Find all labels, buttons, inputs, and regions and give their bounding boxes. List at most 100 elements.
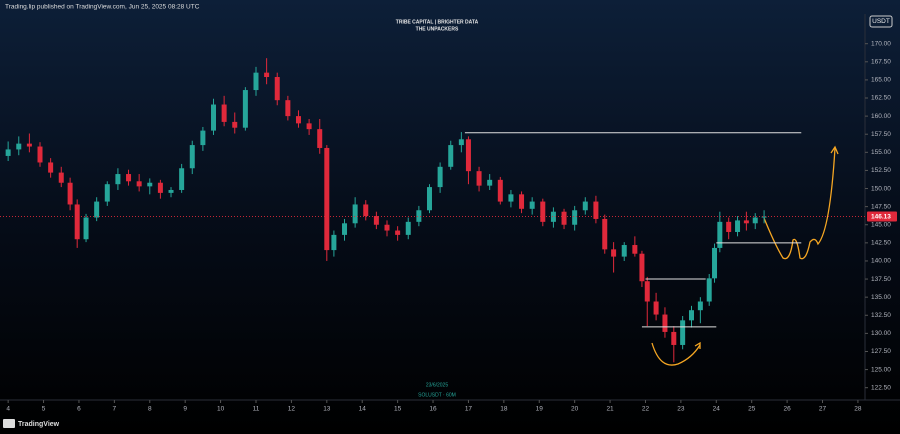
candle-body (274, 77, 280, 101)
x-tick-label: 5 (42, 406, 46, 413)
x-tick-label: 22 (642, 406, 650, 413)
candle-body (644, 281, 650, 302)
candle-body (253, 72, 259, 91)
candle-body (16, 143, 22, 150)
candle-body (48, 162, 54, 173)
chart-title: TRIBE CAPITAL | BRIGHTER DATA (396, 19, 479, 25)
x-tick-label: 20 (571, 406, 579, 413)
candle-body (211, 104, 217, 131)
x-tick-label: 17 (465, 406, 473, 413)
candle-body (37, 146, 43, 163)
y-tick-label: 170.00 (871, 40, 891, 47)
candle-body (363, 204, 369, 217)
candle-body (104, 184, 110, 202)
candle-body (317, 129, 323, 148)
last-price-box (867, 211, 897, 222)
candle-body (179, 168, 185, 190)
candle-body (476, 171, 482, 186)
arrow-curve (651, 342, 701, 366)
x-tick-label: 18 (500, 406, 508, 413)
candle-body (519, 194, 525, 209)
candle-body (264, 72, 270, 78)
x-tick-label: 14 (359, 406, 367, 413)
y-tick-label: 152.50 (871, 167, 891, 174)
x-tick-label: 28 (854, 406, 862, 413)
watermark: 23/6/2025 (426, 382, 448, 388)
x-tick-label: 11 (253, 406, 260, 413)
x-tick-label: 23 (677, 406, 685, 413)
last-price-label: 146.13 (871, 213, 891, 220)
candle-body (487, 179, 493, 186)
candle-body (324, 147, 330, 251)
arrow-head (694, 341, 701, 349)
candle-body (285, 100, 291, 117)
candle-body (437, 166, 443, 188)
candle-body (295, 116, 301, 124)
candle-body (5, 149, 11, 156)
candle-body (572, 210, 578, 225)
y-tick-label: 125.00 (871, 366, 891, 373)
candle-body (671, 331, 677, 345)
candle-body (582, 201, 588, 211)
y-tick-label: 132.50 (871, 312, 891, 319)
candle-body (662, 314, 668, 332)
candle-body (550, 211, 556, 222)
candle-body (352, 204, 358, 224)
candle-body (26, 143, 32, 147)
candle-body (712, 247, 718, 279)
x-tick-label: 8 (148, 406, 152, 413)
candle-body (405, 221, 411, 235)
y-tick-label: 130.00 (871, 330, 891, 337)
candle-body (58, 172, 64, 183)
candle-body (200, 130, 206, 146)
x-tick-label: 10 (217, 406, 225, 413)
brand: TradingView (18, 421, 60, 428)
candle-body (593, 201, 599, 219)
x-tick-label: 7 (113, 406, 117, 413)
candle-body (242, 90, 248, 128)
candle-body (395, 230, 401, 235)
y-tick-label: 162.50 (871, 95, 891, 102)
y-tick-label: 165.00 (871, 77, 891, 84)
x-tick-label: 4 (6, 406, 10, 413)
candle-body (611, 249, 617, 257)
y-tick-label: 145.00 (871, 221, 891, 228)
y-tick-label: 142.50 (871, 240, 891, 247)
candle-body (331, 234, 337, 251)
watermark: SOLUSDT · 60M (418, 392, 456, 398)
projection-arrow (763, 147, 836, 260)
candle-body (373, 216, 379, 225)
x-tick-label: 19 (536, 406, 544, 413)
candle-body (761, 216, 767, 218)
y-tick-label: 140.00 (871, 258, 891, 265)
y-tick-label: 160.00 (871, 113, 891, 120)
candle-body (706, 278, 712, 302)
candle-body (458, 139, 464, 146)
x-tick-label: 13 (323, 406, 331, 413)
candle-body (752, 217, 758, 224)
x-tick-label: 16 (429, 406, 437, 413)
candle-body (416, 210, 422, 222)
candle-body (168, 189, 174, 193)
candle-body (157, 182, 163, 193)
currency-box (869, 15, 893, 28)
candle-body (342, 223, 348, 235)
y-tick-label: 147.50 (871, 203, 891, 210)
candle-body (621, 245, 627, 257)
candle-body (115, 174, 121, 185)
candle-body (735, 220, 741, 232)
chart-subtitle: THE UNPACKERS (416, 26, 459, 32)
x-tick-label: 6 (77, 406, 81, 413)
candle-body (306, 123, 312, 130)
candle-body (632, 245, 638, 254)
candle-body (67, 182, 73, 205)
candle-body (189, 145, 195, 169)
y-tick-label: 135.00 (871, 294, 891, 301)
y-tick-label: 127.50 (871, 348, 891, 355)
candle-body (384, 224, 390, 231)
candle-body (680, 320, 686, 345)
candle-body (717, 221, 723, 248)
